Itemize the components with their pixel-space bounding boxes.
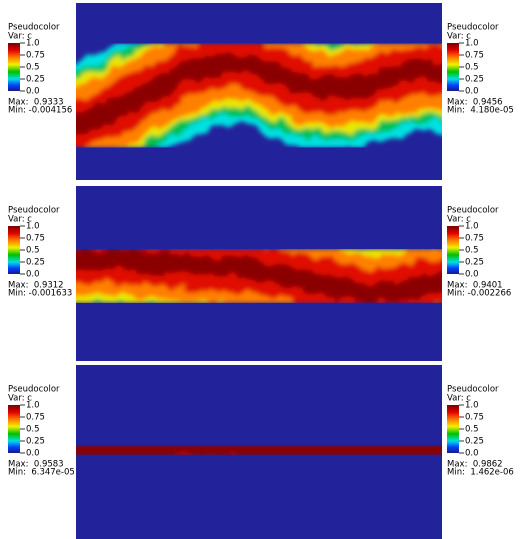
field-bands xyxy=(76,387,442,511)
colorbar-label: 0.75 xyxy=(26,413,45,423)
colorbar-label: 0.25 xyxy=(465,437,484,447)
legend-title: Pseudocolor xyxy=(8,385,60,395)
legend-min: Min: 1.462e-06 xyxy=(447,468,514,478)
colorbar-label: 0.75 xyxy=(465,413,484,423)
legend-max: Max: 0.9862 xyxy=(447,460,503,470)
legend-min: Min: 4.180e-05 xyxy=(447,106,514,116)
colorbar-label: 0.25 xyxy=(26,258,45,268)
legend-title: Pseudocolor xyxy=(8,23,60,33)
legend-min: Min: 6.347e-05 xyxy=(8,468,75,478)
colorbar-label: 0.75 xyxy=(465,234,484,244)
legend-max: Max: 0.9333 xyxy=(8,98,64,108)
legend-variable: Var: c xyxy=(447,215,471,225)
legend-min: Min: -0.004156 xyxy=(8,106,72,116)
colorbar-label: 0.75 xyxy=(26,51,45,61)
colorbar-label: 0.0 xyxy=(465,449,479,459)
legend-title: Pseudocolor xyxy=(447,23,499,33)
colorbar-label: 1.0 xyxy=(465,39,479,49)
colorbar-label: 0.25 xyxy=(465,75,484,85)
colorbar-label: 0.5 xyxy=(465,63,479,73)
colorbar-label: 1.0 xyxy=(26,39,40,49)
field-image xyxy=(76,365,442,539)
colorbar-label: 1.0 xyxy=(465,401,479,411)
legend-variable: Var: c xyxy=(8,32,32,42)
colorbar xyxy=(447,405,459,453)
colorbar-label: 0.5 xyxy=(465,246,479,256)
colorbar-label: 0.25 xyxy=(26,437,45,447)
legend-variable: Var: c xyxy=(447,32,471,42)
colorbar xyxy=(8,43,20,91)
colorbar-label: 0.25 xyxy=(26,75,45,85)
colorbar-label: 0.0 xyxy=(26,87,40,97)
legend-title: Pseudocolor xyxy=(8,206,60,216)
colorbar-label: 1.0 xyxy=(465,222,479,232)
colorbar-label: 0.75 xyxy=(26,234,45,244)
colorbar-label: 1.0 xyxy=(26,222,40,232)
colorbar-label: 0.75 xyxy=(465,51,484,61)
colorbar-label: 0.0 xyxy=(26,449,40,459)
colorbar-label: 0.5 xyxy=(26,63,40,73)
colorbar xyxy=(447,43,459,91)
field-band xyxy=(76,53,442,135)
field-image xyxy=(76,186,442,361)
legend-title: Pseudocolor xyxy=(447,385,499,395)
colorbar xyxy=(8,226,20,274)
legend-max: Max: 0.9401 xyxy=(447,281,503,291)
colorbar-label: 0.0 xyxy=(26,270,40,280)
field-bands xyxy=(76,200,442,352)
legend-variable: Var: c xyxy=(447,394,471,404)
legend-variable: Var: c xyxy=(8,394,32,404)
colorbar xyxy=(8,405,20,453)
colorbar xyxy=(447,226,459,274)
legend-max: Max: 0.9456 xyxy=(447,98,503,108)
legend-max: Max: 0.9583 xyxy=(8,460,64,470)
colorbar-label: 0.5 xyxy=(465,425,479,435)
field-band xyxy=(76,437,442,462)
colorbar-label: 0.25 xyxy=(465,258,484,268)
field-band xyxy=(76,249,442,303)
legend-min: Min: -0.001633 xyxy=(8,289,72,299)
colorbar-label: 0.0 xyxy=(465,270,479,280)
legend-title: Pseudocolor xyxy=(447,206,499,216)
colorbar-label: 1.0 xyxy=(26,401,40,411)
colorbar-label: 0.5 xyxy=(26,425,40,435)
field-image xyxy=(76,3,442,180)
legend-max: Max: 0.9312 xyxy=(8,281,64,291)
legend-min: Min: -0.002266 xyxy=(447,289,511,299)
field-bands xyxy=(76,3,442,180)
colorbar-label: 0.5 xyxy=(26,246,40,256)
colorbar-label: 0.0 xyxy=(465,87,479,97)
legend-variable: Var: c xyxy=(8,215,32,225)
